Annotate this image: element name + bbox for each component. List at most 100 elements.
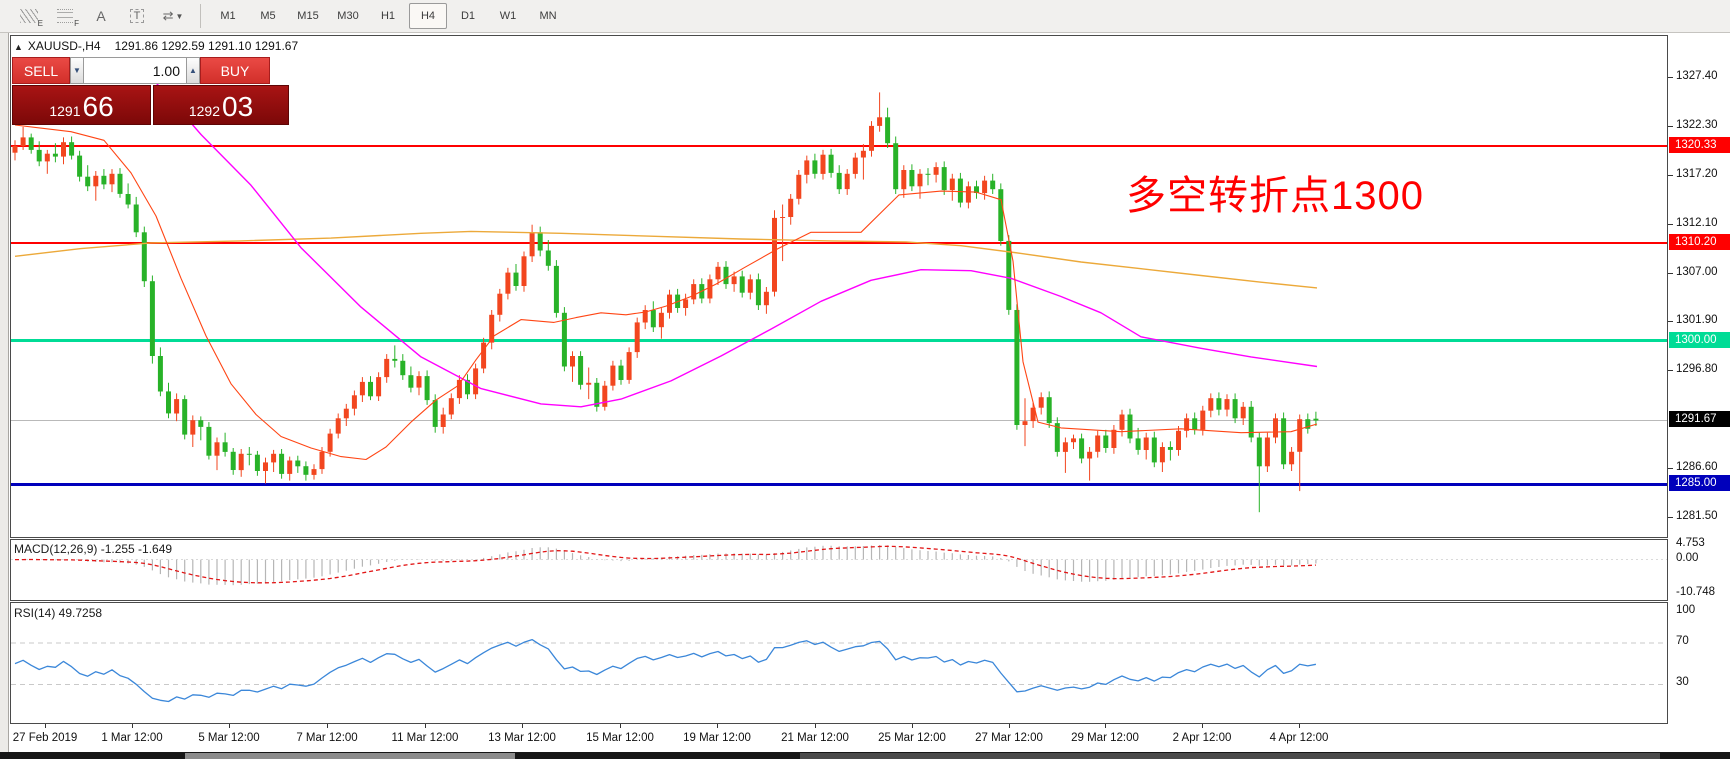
sell-button[interactable]: SELL — [12, 57, 70, 84]
price-tick-label: 1307.00 — [1676, 265, 1718, 278]
timeframe-group: M1 M5 M15 M30 H1 H4 D1 W1 MN — [209, 3, 569, 29]
date-tick-mark — [1105, 724, 1106, 728]
buy-price-box[interactable]: 1292 03 — [153, 85, 289, 125]
date-tick-label: 21 Mar 12:00 — [781, 732, 849, 744]
collapse-arrow-icon[interactable]: ▲ — [14, 42, 23, 52]
date-tick-mark — [425, 724, 426, 728]
date-tick-label: 5 Mar 12:00 — [198, 732, 260, 744]
date-tick-mark — [1299, 724, 1300, 728]
toolbar: E F A T ⇄ ▼ M1 M5 M15 M30 H1 H4 D1 W1 MN — [0, 0, 1730, 33]
timeframe-w1-button[interactable]: W1 — [499, 10, 517, 22]
window-left-edge — [0, 33, 9, 759]
macd-panel[interactable] — [10, 539, 1668, 601]
rsi-panel[interactable] — [10, 602, 1668, 724]
sell-price-big: 66 — [82, 91, 114, 122]
macd-axis-label: -10.748 — [1676, 585, 1716, 598]
buy-price-small: 1292 — [188, 103, 220, 119]
date-tick-label: 2 Apr 12:00 — [1172, 732, 1232, 744]
price-tick-mark — [1668, 272, 1673, 274]
date-tick-label: 1 Mar 12:00 — [101, 732, 163, 744]
date-tick-mark — [229, 724, 230, 728]
bottom-edge-segment — [800, 753, 1660, 759]
price-tick-mark — [1668, 76, 1673, 78]
buy-price-big: 03 — [222, 91, 254, 122]
arrows-objects-icon[interactable]: ⇄ ▼ — [162, 8, 184, 23]
level-price-label: 1320.33 — [1669, 136, 1730, 153]
sell-price-box[interactable]: 1291 66 — [12, 85, 151, 125]
chart-ohlc-values: 1291.86 1292.59 1291.10 1291.67 — [114, 39, 299, 53]
date-tick-label: 13 Mar 12:00 — [488, 732, 556, 744]
date-tick-label: 4 Apr 12:00 — [1269, 732, 1329, 744]
level-price-label: 1285.00 — [1669, 475, 1730, 492]
date-tick-label: 7 Mar 12:00 — [296, 732, 358, 744]
price-tick-mark — [1668, 125, 1673, 127]
current-price-label: 1291.67 — [1669, 411, 1730, 428]
timeframe-mn-button[interactable]: MN — [539, 10, 557, 22]
text-icon[interactable]: A — [96, 8, 106, 24]
timeframe-h4-button[interactable]: H4 — [409, 3, 447, 29]
price-tick-mark — [1668, 174, 1673, 176]
price-tick-label: 1317.20 — [1676, 167, 1718, 180]
date-tick-mark — [522, 724, 523, 728]
date-tick-mark — [620, 724, 621, 728]
bottom-window-edge — [0, 752, 1730, 759]
timeframe-h1-button[interactable]: H1 — [380, 10, 396, 22]
level-price-label: 1300.00 — [1669, 331, 1730, 348]
bottom-edge-segment — [185, 753, 515, 759]
level-price-label: 1310.20 — [1669, 233, 1730, 250]
rsi-axis-label: 100 — [1676, 604, 1696, 616]
price-tick-mark — [1668, 223, 1673, 225]
sell-price-small: 1291 — [49, 103, 81, 119]
date-tick-mark — [1202, 724, 1203, 728]
date-tick-mark — [1009, 724, 1010, 728]
date-tick-label: 27 Mar 12:00 — [975, 732, 1043, 744]
price-axis: 1327.40 1322.30 1317.20 1312.10 1307.00 1301.… — [1668, 35, 1730, 752]
price-tick-label: 1322.30 — [1676, 118, 1718, 131]
fibonacci-retracement-icon[interactable]: F — [48, 3, 82, 29]
macd-label: MACD(12,26,9) -1.255 -1.649 — [14, 542, 173, 556]
date-tick-label: 19 Mar 12:00 — [683, 732, 751, 744]
date-tick-mark — [912, 724, 913, 728]
chart-annotation-text: 多空转折点1300 — [1126, 174, 1424, 218]
chart-symbol: XAUUSD-,H4 — [27, 39, 101, 53]
date-tick-mark — [815, 724, 816, 728]
rsi-axis-label: 30 — [1676, 676, 1689, 689]
volume-increase-button[interactable]: ▲ — [186, 57, 200, 84]
text-label-icon[interactable]: T — [120, 3, 154, 29]
timeframe-m30-button[interactable]: M30 — [337, 10, 359, 22]
timeframe-m15-button[interactable]: M15 — [297, 10, 319, 22]
chart-header: ▲ XAUUSD-,H4 1291.86 1292.59 1291.10 1291.… — [14, 39, 298, 53]
rsi-axis-label: 70 — [1676, 634, 1689, 647]
price-tick-label: 1327.40 — [1676, 69, 1718, 82]
volume-input[interactable] — [84, 57, 186, 84]
price-tick-label: 1281.50 — [1676, 509, 1718, 522]
date-tick-label: 11 Mar 12:00 — [391, 732, 459, 744]
price-tick-mark — [1668, 468, 1673, 470]
date-tick-mark — [717, 724, 718, 728]
date-tick-label: 25 Mar 12:00 — [878, 732, 946, 744]
price-tick-mark — [1668, 516, 1673, 518]
date-tick-mark — [45, 724, 46, 728]
price-tick-mark — [1668, 321, 1673, 323]
volume-decrease-button[interactable]: ▼ — [70, 57, 84, 84]
toolbar-separator — [200, 4, 201, 28]
buy-button[interactable]: BUY — [200, 57, 270, 84]
price-tick-label: 1301.90 — [1676, 314, 1718, 327]
date-tick-label: 15 Mar 12:00 — [586, 732, 654, 744]
price-tick-label: 1296.80 — [1676, 363, 1718, 376]
date-axis: 27 Feb 2019 1 Mar 12:00 5 Mar 12:00 7 Mar 1… — [10, 724, 1668, 752]
one-click-trading-panel: SELL ▼ ▲ BUY 1291 66 1292 03 — [12, 57, 290, 125]
price-tick-mark — [1668, 370, 1673, 372]
rsi-label: RSI(14) 49.7258 — [14, 606, 103, 620]
equidistant-channel-icon[interactable]: E — [12, 3, 46, 29]
macd-axis-label: 4.753 — [1676, 536, 1705, 549]
date-tick-label: 29 Mar 12:00 — [1071, 732, 1139, 744]
macd-axis-label: 0.00 — [1676, 551, 1699, 564]
timeframe-m5-button[interactable]: M5 — [260, 10, 276, 22]
price-tick-label: 1286.60 — [1676, 461, 1718, 474]
date-tick-label: 27 Feb 2019 — [12, 732, 78, 744]
date-tick-mark — [327, 724, 328, 728]
timeframe-d1-button[interactable]: D1 — [460, 10, 476, 22]
timeframe-m1-button[interactable]: M1 — [220, 10, 236, 22]
